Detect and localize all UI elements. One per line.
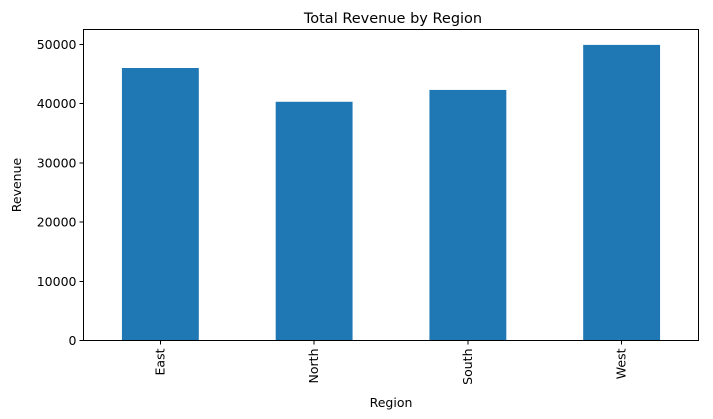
y-tick-label: 0 [69,333,77,348]
y-tick-label: 10000 [37,274,77,289]
bars-group [121,44,661,341]
x-tick-label: North [306,349,321,384]
y-tick-label: 40000 [37,96,77,111]
x-tick-label: West [614,348,629,379]
x-tick-label: East [152,348,167,375]
bar-east [121,68,199,341]
y-axis-ticks: 0 10000 20000 30000 40000 50000 [37,37,84,348]
plot-frame [83,29,699,341]
x-axis-label: Region [370,395,413,410]
y-tick-label: 20000 [37,215,77,230]
bar-south [429,89,507,341]
x-tick-label: South [460,349,475,385]
x-axis-ticks: East North South West [152,340,629,385]
bar-west [583,44,661,341]
bar-north [275,101,353,341]
chart-title: Total Revenue by Region [303,11,482,27]
y-axis-label: Revenue [9,157,24,212]
y-tick-label: 50000 [37,37,77,52]
y-tick-label: 30000 [37,155,77,170]
